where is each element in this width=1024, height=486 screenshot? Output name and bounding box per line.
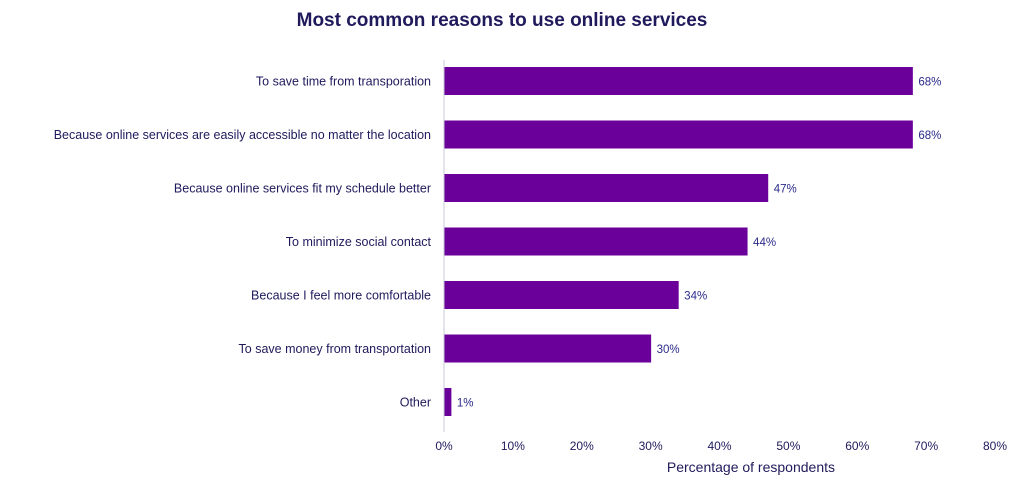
category-labels-group: To save time from transporation Because o… <box>54 75 432 410</box>
bar <box>444 281 679 309</box>
bar <box>444 388 452 416</box>
bar <box>444 227 748 256</box>
chart-title: Most common reasons to use online servic… <box>296 10 708 31</box>
category-label: Other <box>400 396 431 410</box>
data-label: 1% <box>457 398 474 410</box>
data-label: 44% <box>753 237 776 249</box>
x-tick-label: 50% <box>776 439 800 453</box>
data-label: 34% <box>684 291 707 303</box>
x-tick-labels-group: 0% 10% 20% 30% 40% 50% 60% 70% 80% <box>435 439 1007 453</box>
data-label: 68% <box>918 130 941 142</box>
category-label: To minimize social contact <box>286 235 432 249</box>
x-tick-label: 70% <box>914 439 938 453</box>
x-tick-label: 20% <box>570 439 594 453</box>
category-label: To save money from transportation <box>239 342 431 356</box>
category-label: To save time from transporation <box>256 75 431 89</box>
x-tick-label: 30% <box>639 439 663 453</box>
x-axis-title: Percentage of respondents <box>667 459 835 475</box>
bar <box>444 120 913 149</box>
data-label: 47% <box>774 184 797 196</box>
value-labels-group: 68% 68% 47% 44% 34% 30% 1% <box>457 77 941 410</box>
x-tick-label: 40% <box>707 439 731 453</box>
data-label: 30% <box>657 344 680 356</box>
bar <box>444 67 913 95</box>
data-label: 68% <box>918 77 941 89</box>
x-tick-label: 10% <box>501 439 525 453</box>
category-label: Because I feel more comfortable <box>251 289 431 303</box>
x-tick-label: 80% <box>983 439 1007 453</box>
bars-group <box>444 67 913 416</box>
bar <box>444 174 769 202</box>
bar <box>444 334 652 363</box>
category-label: Because online services fit my schedule … <box>174 182 431 196</box>
x-tick-label: 0% <box>435 439 453 453</box>
x-tick-label: 60% <box>845 439 869 453</box>
category-label: Because online services are easily acces… <box>54 128 431 142</box>
